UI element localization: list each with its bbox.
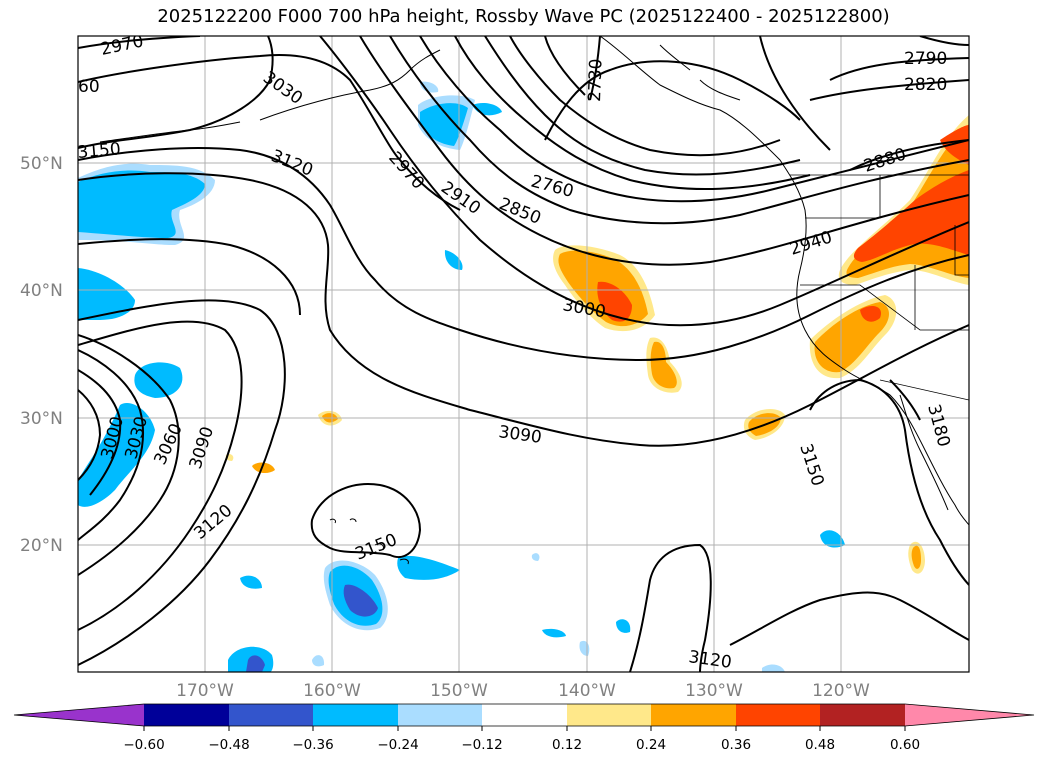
colorbar-segment: [736, 704, 820, 726]
map-title: 2025122200 F000 700 hPa height, Rossby W…: [157, 6, 890, 27]
contour-label: 3150: [77, 139, 122, 163]
lon-label: 120°W: [812, 681, 870, 701]
lat-label: 50°N: [20, 154, 63, 174]
colorbar-tick-label: −0.24: [377, 737, 418, 753]
colorbar-segment: [651, 704, 736, 726]
lon-label: 130°W: [685, 681, 743, 701]
colorbar-tick-label: −0.12: [461, 737, 502, 753]
lon-label: 150°W: [430, 681, 488, 701]
contour-label: 2790: [904, 49, 947, 69]
anomaly-shading: [78, 81, 969, 672]
coastlines: [99, 36, 969, 565]
colorbar-segment: [482, 704, 567, 726]
lat-label: 30°N: [20, 409, 63, 429]
colorbar-tick-label: 0.60: [890, 737, 920, 753]
lat-label: 20°N: [20, 536, 63, 556]
colorbar-extend-max: [905, 704, 1034, 726]
contour-label: 60: [78, 77, 100, 97]
contour-label: 3120: [687, 647, 733, 673]
colorbar-segment: [313, 704, 398, 726]
colorbar-ticks: [143, 726, 906, 731]
colorbar-extend-min: [14, 704, 144, 726]
colorbar-segment: [820, 704, 905, 726]
graticule: [78, 36, 969, 672]
colorbar: −0.60 −0.48 −0.36 −0.24 −0.12 0.12 0.24 …: [13, 703, 1035, 753]
lat-label: 40°N: [20, 281, 63, 301]
map-frame: [77, 35, 970, 673]
colorbar-segment: [229, 704, 313, 726]
colorbar-tick-label: 0.48: [805, 737, 835, 753]
colorbar-tick-label: −0.60: [123, 737, 164, 753]
colorbar-tick-label: 0.12: [552, 737, 582, 753]
colorbar-tick-label: 0.24: [636, 737, 666, 753]
colorbar-tick-label: −0.36: [292, 737, 333, 753]
lon-label: 140°W: [558, 681, 616, 701]
colorbar-segment: [398, 704, 482, 726]
height-contours: [78, 36, 969, 672]
contour-label: 2820: [904, 75, 947, 95]
contour-label: 2730: [585, 58, 606, 102]
colorbar-segment: [144, 704, 229, 726]
lon-label: 170°W: [176, 681, 234, 701]
latitude-labels: 50°N 40°N 30°N 20°N: [20, 154, 63, 556]
lon-label: 160°W: [303, 681, 361, 701]
longitude-labels: 170°W 160°W 150°W 140°W 130°W 120°W: [176, 681, 870, 701]
colorbar-tick-label: 0.36: [721, 737, 751, 753]
colorbar-segment: [567, 704, 651, 726]
map-panel: 2970 60 3030 2730 2790 2820 3150 3120 29…: [77, 36, 969, 673]
colorbar-tick-label: −0.48: [208, 737, 249, 753]
